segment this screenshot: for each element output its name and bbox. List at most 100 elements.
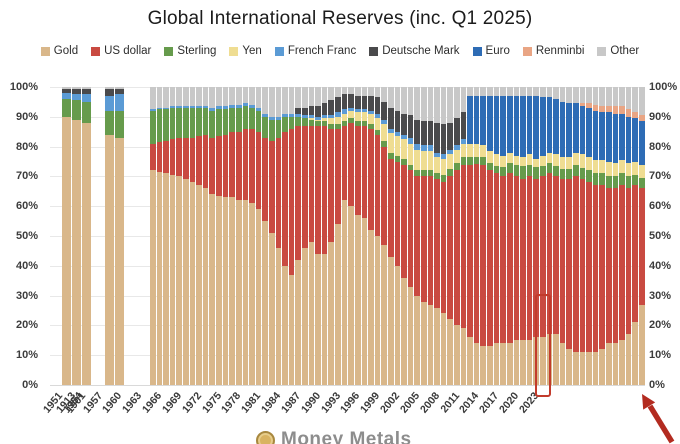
segment-sterling <box>288 116 295 129</box>
segment-sterling <box>480 157 487 165</box>
segment-other <box>150 87 156 110</box>
segment-french-franc <box>183 106 189 108</box>
segment-us-dollar <box>255 131 262 210</box>
segment-sterling <box>612 176 619 189</box>
segment-deutsche-mark <box>348 94 354 108</box>
segment-other <box>639 87 645 116</box>
segment-euro <box>586 107 592 158</box>
segment-sterling <box>440 174 447 183</box>
segment-us-dollar <box>559 179 566 344</box>
segment-gold <box>566 349 572 385</box>
bar-1986 <box>381 87 387 385</box>
bar-1957 <box>189 87 196 385</box>
segment-other <box>625 87 632 110</box>
segment-sterling <box>434 173 440 180</box>
y-tick-label: 80% <box>15 140 38 153</box>
legend-label: Other <box>610 45 640 57</box>
segment-sterling <box>202 107 209 135</box>
x-tick-label-1978: 1978 <box>218 390 244 416</box>
bar-1966 <box>249 87 255 385</box>
segment-sterling <box>196 107 202 137</box>
segment-other <box>632 87 639 112</box>
segment-us-dollar <box>354 125 361 216</box>
segment-deutsche-mark <box>401 113 407 135</box>
segment-euro <box>546 97 553 153</box>
segment-sterling <box>209 110 216 138</box>
segment-deutsche-mark <box>361 95 368 110</box>
segment-us-dollar <box>533 179 539 338</box>
segment-renminbi <box>619 106 625 114</box>
segment-yen <box>407 143 414 165</box>
segment-deutsche-mark <box>387 107 394 129</box>
segment-gold <box>209 194 216 385</box>
segment-us-dollar <box>328 128 335 242</box>
segment-yen <box>387 133 394 153</box>
segment-us-dollar <box>308 125 315 242</box>
segment-other <box>169 87 176 107</box>
segment-gold <box>553 334 559 385</box>
segment-other <box>619 87 625 107</box>
segment-sterling <box>374 130 381 135</box>
segment-gold <box>539 337 546 385</box>
y-tick-label: 30% <box>649 289 672 302</box>
segment-sterling <box>546 163 553 174</box>
segment-other <box>427 87 434 122</box>
x-tick-label-1993: 1993 <box>318 390 344 416</box>
bar-2021 <box>612 87 619 385</box>
segment-us-dollar <box>500 176 506 344</box>
gold-coin-icon <box>256 430 275 444</box>
segment-other <box>209 87 216 108</box>
x-tick-label-1984: 1984 <box>258 390 284 416</box>
gridline <box>50 295 645 297</box>
segment-french-franc <box>150 109 156 111</box>
segment-french-franc <box>295 113 302 117</box>
segment-yen <box>473 143 480 158</box>
bar-2023 <box>625 87 632 385</box>
segment-sterling <box>82 101 91 123</box>
legend-item-deutsche-mark: Deutsche Mark <box>369 45 460 57</box>
segment-french-franc <box>368 110 374 114</box>
y-tick-label: 50% <box>649 230 672 242</box>
segment-deutsche-mark <box>321 103 328 116</box>
segment-french-franc <box>163 107 169 110</box>
segment-yen <box>599 160 606 174</box>
segment-yen <box>553 154 559 166</box>
bar-2012 <box>553 87 559 385</box>
bar-2013 <box>559 87 566 385</box>
x-axis-labels: 1901 1913 1951 1954 1957 1960 1963 1966 1969 1972… <box>41 387 645 435</box>
x-tick-label-2008: 2008 <box>417 390 443 416</box>
segment-gold <box>268 233 275 385</box>
segment-deutsche-mark <box>454 118 460 146</box>
segment-euro <box>493 95 500 155</box>
segment-french-franc <box>72 94 81 101</box>
segment-yen <box>573 152 579 165</box>
segment-sterling <box>526 164 533 177</box>
segment-gold <box>440 313 447 385</box>
segment-other <box>235 87 242 105</box>
bar-1972 <box>288 87 295 385</box>
segment-sterling <box>506 163 513 174</box>
segment-gold <box>579 352 586 385</box>
bar-1969 <box>268 87 275 385</box>
bar-2005 <box>506 87 513 385</box>
segment-yen <box>606 161 612 177</box>
segment-sterling <box>539 166 546 177</box>
segment-sterling <box>387 152 394 159</box>
segment-other <box>348 87 354 95</box>
x-tick-label-2014: 2014 <box>456 390 482 416</box>
x-tick-label-2005: 2005 <box>397 390 423 416</box>
segment-other <box>268 87 275 117</box>
segment-us-dollar <box>216 136 222 196</box>
segment-other <box>295 87 302 108</box>
segment-us-dollar <box>242 128 249 201</box>
segment-sterling <box>222 109 229 135</box>
gridline <box>50 87 645 88</box>
segment-sterling <box>493 165 500 174</box>
segment-deutsche-mark <box>62 88 71 93</box>
segment-us-dollar <box>460 164 467 329</box>
segment-french-franc <box>105 95 114 111</box>
segment-euro <box>500 95 506 156</box>
segment-french-franc <box>82 94 91 102</box>
segment-yen <box>361 112 368 122</box>
segment-yen <box>632 161 639 175</box>
